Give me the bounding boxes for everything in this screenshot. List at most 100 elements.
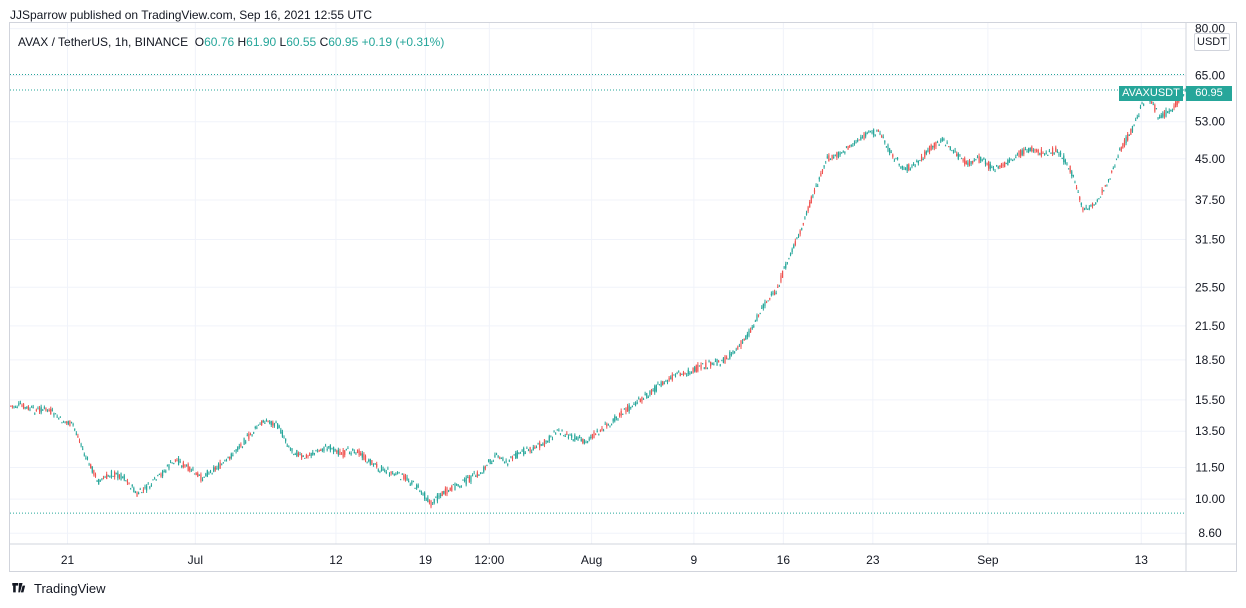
- candle-body: [452, 484, 454, 486]
- candle-body: [1120, 147, 1122, 151]
- candle-body: [813, 189, 816, 193]
- footer-brand-label: TradingView: [34, 581, 106, 596]
- candle-body: [708, 361, 710, 363]
- candle-body: [1026, 150, 1028, 152]
- candle-body: [706, 368, 709, 370]
- candle-body: [812, 195, 814, 197]
- candle-body: [1111, 171, 1113, 173]
- candle-body: [909, 168, 911, 170]
- candle-body: [29, 409, 31, 411]
- candle-body: [641, 397, 643, 402]
- candle-body: [286, 445, 288, 447]
- candle-body: [716, 359, 718, 366]
- candle-body: [246, 435, 248, 437]
- candle-body: [623, 408, 625, 410]
- candle-body: [521, 450, 523, 452]
- candle-body: [358, 450, 360, 455]
- candle-body: [262, 420, 264, 423]
- candle-body: [62, 421, 65, 423]
- candle-body: [654, 386, 656, 393]
- candle-body: [331, 448, 333, 450]
- candle-body: [1055, 147, 1057, 152]
- candle-body: [903, 168, 905, 170]
- candle-body: [753, 325, 755, 327]
- candle-body: [773, 291, 776, 296]
- candle-body: [409, 484, 411, 486]
- candle-body: [206, 470, 208, 477]
- candle-body: [863, 133, 865, 139]
- candle-body: [964, 158, 966, 165]
- candle-body: [524, 452, 526, 454]
- candle-body: [1021, 150, 1023, 155]
- candle-body: [299, 454, 301, 456]
- candle-body: [360, 453, 362, 456]
- candle-body: [1075, 187, 1078, 190]
- candle-body: [280, 429, 282, 434]
- candle-body: [607, 423, 609, 425]
- candle-body: [209, 470, 212, 472]
- candle-body: [1032, 150, 1035, 152]
- candle-body: [941, 138, 943, 141]
- candle-body: [454, 483, 456, 491]
- candle-body: [1031, 146, 1033, 152]
- candle-body: [94, 474, 97, 477]
- candle-body: [992, 168, 995, 170]
- candle-body: [825, 162, 827, 164]
- candle-body: [1013, 159, 1015, 161]
- time-tick-label: 12:00: [474, 553, 504, 567]
- candle-body: [219, 462, 221, 469]
- candle-body: [777, 286, 779, 288]
- candle-body: [1037, 149, 1039, 153]
- legend-symbol[interactable]: AVAX / TetherUS, 1h, BINANCE: [18, 35, 189, 49]
- candle-body: [1028, 148, 1030, 153]
- candle-body: [476, 472, 478, 477]
- candle-body: [991, 167, 993, 169]
- candle-body: [377, 469, 379, 471]
- candle-body: [353, 451, 355, 453]
- candle-body: [117, 472, 119, 479]
- candle-body: [788, 258, 790, 260]
- candle-body: [981, 160, 983, 162]
- candle-body: [831, 155, 833, 159]
- candle-body: [1004, 161, 1006, 168]
- candle-body: [956, 154, 958, 156]
- candle-body: [307, 455, 309, 457]
- candle-body: [72, 424, 74, 426]
- candle-body: [340, 453, 343, 455]
- candle-body: [898, 163, 900, 165]
- last-price-badge: 60.95: [1186, 86, 1232, 101]
- candle-body: [475, 476, 477, 478]
- candle-body: [550, 436, 552, 438]
- candle-body: [721, 360, 723, 362]
- candle-body: [577, 437, 579, 441]
- candle-body: [179, 461, 181, 463]
- candle-body: [56, 416, 58, 418]
- footer-brand[interactable]: TradingView: [10, 581, 106, 596]
- candle-body: [518, 452, 520, 454]
- candle-body: [1184, 88, 1186, 92]
- candle-body: [919, 159, 921, 161]
- candle-body: [973, 159, 975, 161]
- candle-body: [80, 444, 82, 446]
- candle-body: [743, 338, 745, 341]
- candle-body: [526, 447, 528, 449]
- candle-body: [130, 488, 132, 490]
- time-tick-label: 12: [329, 553, 343, 567]
- candle-body: [791, 249, 793, 252]
- currency-label[interactable]: USDT: [1194, 33, 1230, 51]
- candle-body: [626, 406, 629, 412]
- candle-body: [904, 168, 907, 170]
- candle-body: [245, 441, 247, 443]
- candle-body: [748, 330, 750, 336]
- candle-body: [601, 428, 603, 431]
- candle-body: [16, 407, 18, 409]
- candle-body: [457, 484, 459, 486]
- candle-body: [312, 452, 314, 455]
- candle-body: [951, 150, 953, 152]
- candle-body: [42, 409, 44, 411]
- candle-body: [804, 217, 806, 219]
- candle-body: [866, 132, 868, 134]
- candle-body: [1024, 149, 1027, 151]
- candle-body: [395, 473, 397, 476]
